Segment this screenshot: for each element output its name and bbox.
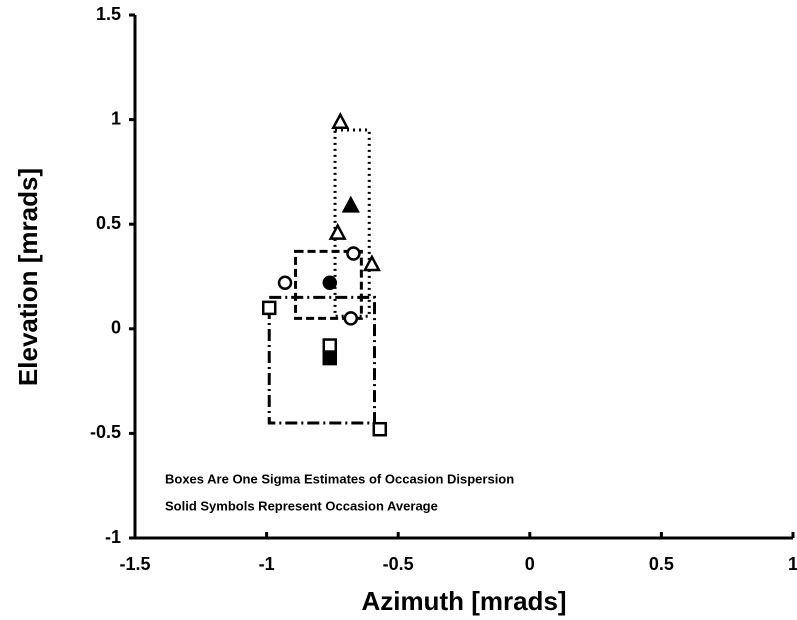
x-axis-title: Azimuth [mrads] [361,586,566,616]
y-tick-label: 0.5 [96,213,121,233]
point [328,222,347,240]
point [343,311,359,326]
sigma-box [267,295,377,425]
y-tick-label: 1 [111,108,121,128]
point [372,421,388,437]
point [362,254,381,272]
annotation: Solid Symbols Represent Occasion Average [165,498,438,513]
x-tick-label: 0 [525,554,535,574]
point [346,246,361,261]
x-tick-label: -0.5 [383,554,414,574]
point [261,300,277,316]
y-tick-label: -0.5 [90,422,121,442]
point [277,275,293,291]
annotation: Boxes Are One Sigma Estimates of Occasio… [165,471,514,486]
average-point [341,195,360,213]
y-axis-title: Elevation [mrads] [13,168,43,386]
x-tick-label: 1 [788,554,797,574]
sigma-box [294,249,363,320]
point [331,112,350,129]
x-tick-label: 0.5 [649,554,674,574]
x-tick-label: -1 [259,554,275,574]
average-point [322,275,338,291]
y-tick-label: -1 [105,527,121,547]
sigma-box [333,128,371,318]
y-tick-label: 1.5 [96,4,121,24]
average-point [322,350,338,366]
y-tick-label: 0 [111,318,121,338]
point [322,338,338,353]
x-tick-label: -1.5 [119,554,150,574]
